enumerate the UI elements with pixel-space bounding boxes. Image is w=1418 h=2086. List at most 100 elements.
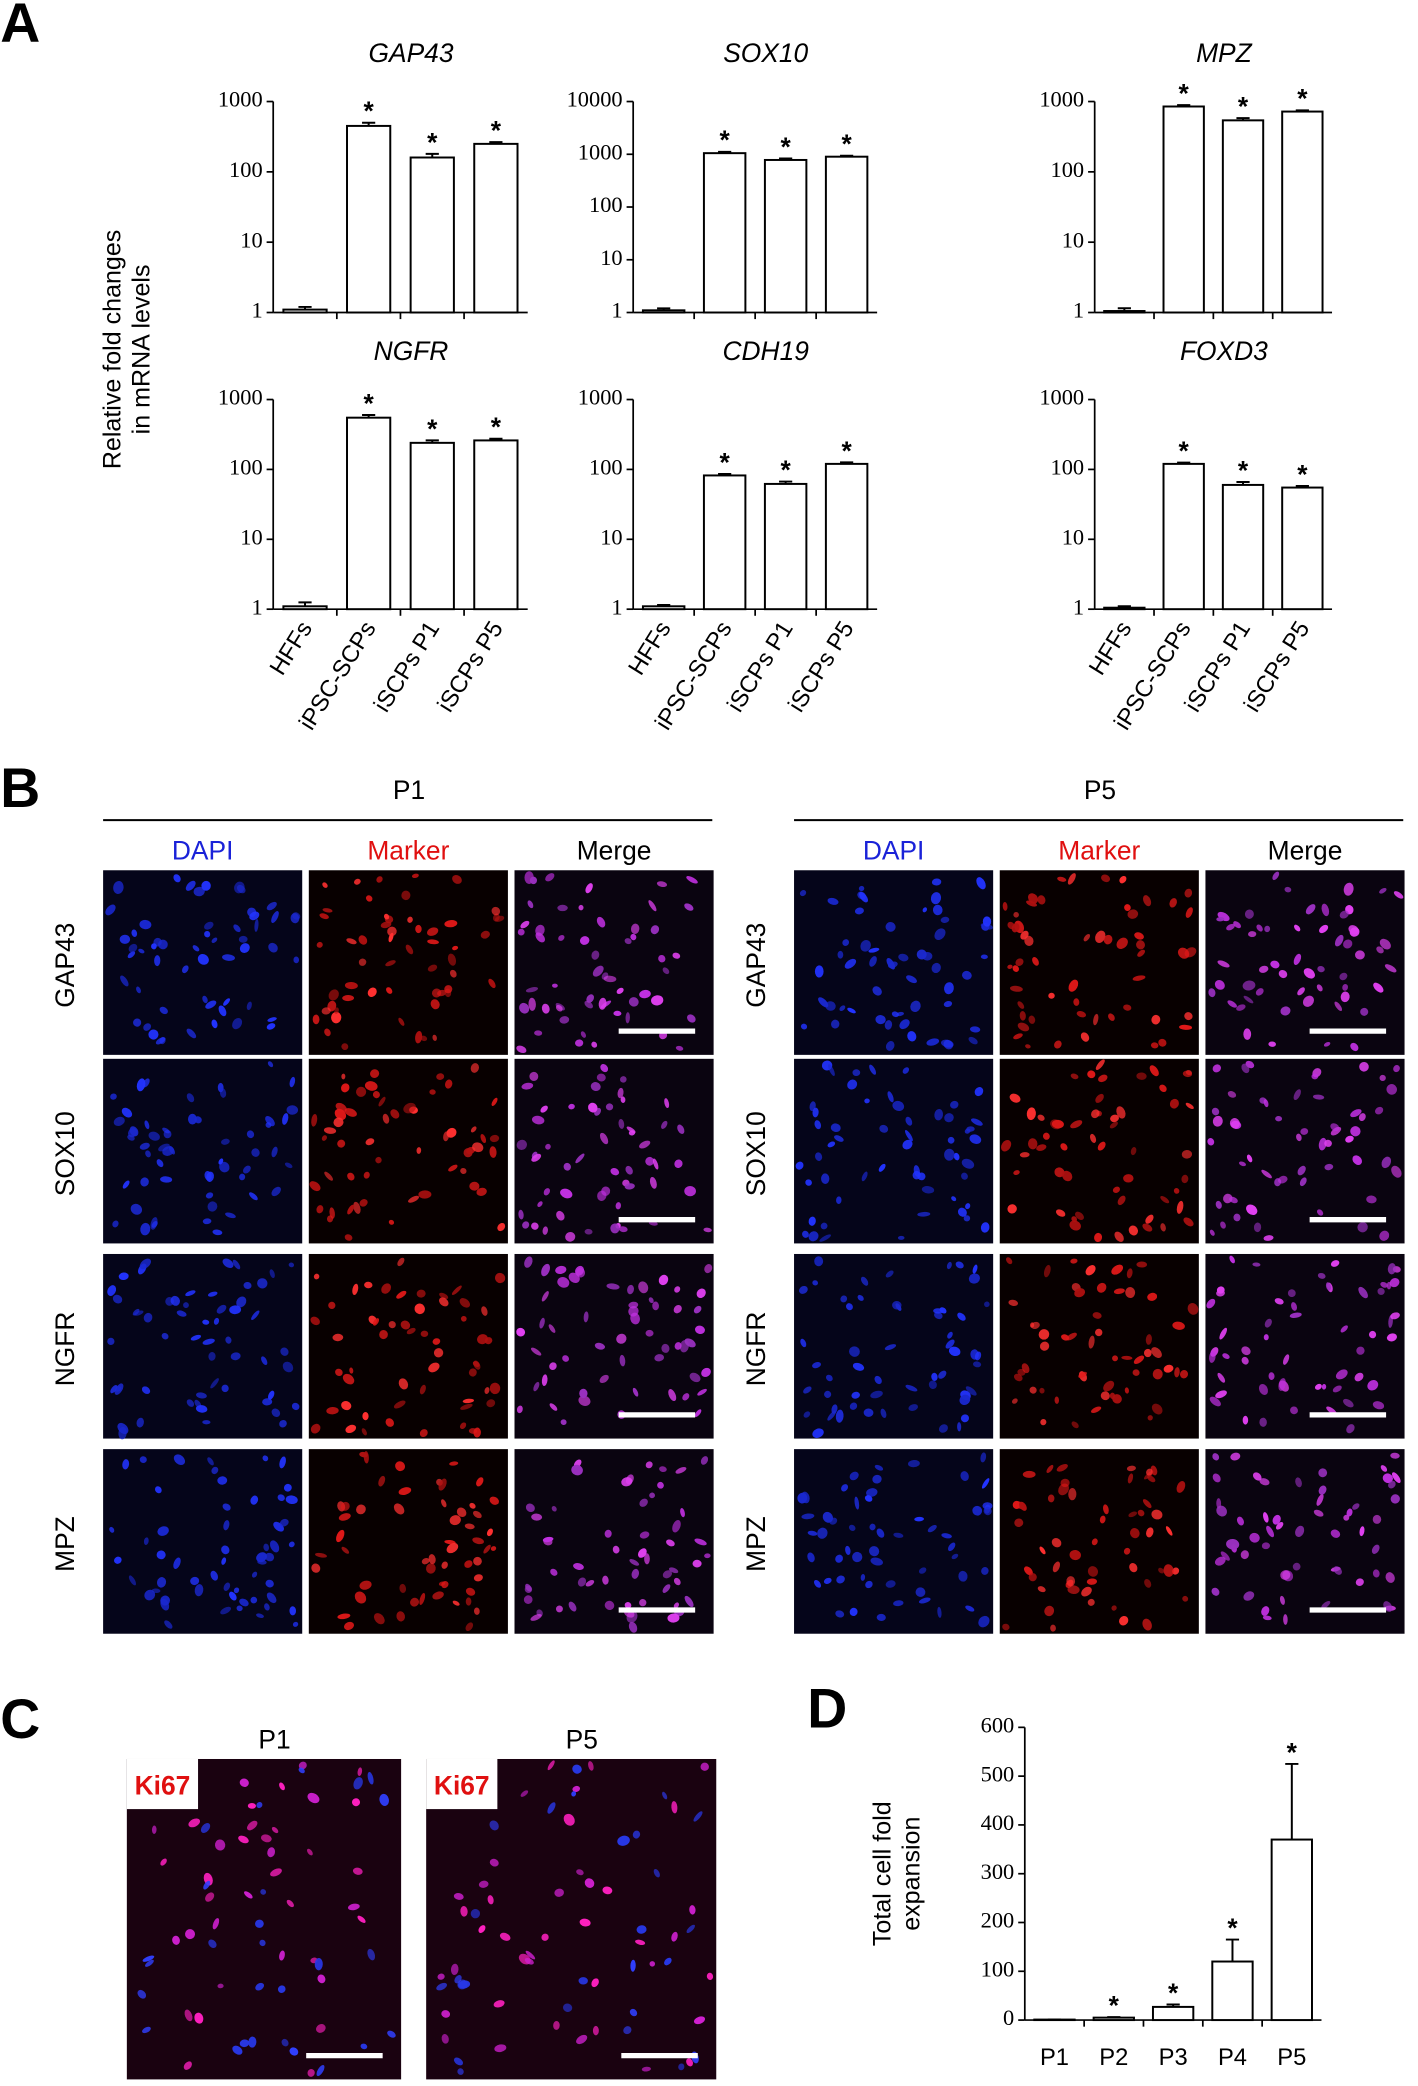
- cell: [489, 1496, 500, 1505]
- cell: [907, 1031, 917, 1042]
- cell: [1015, 958, 1024, 967]
- cell: [1147, 1415, 1153, 1421]
- cell: [1001, 1139, 1012, 1152]
- cell: [210, 1570, 219, 1581]
- cell: [599, 1374, 609, 1384]
- cell: [359, 1580, 372, 1590]
- cell: [1390, 1494, 1400, 1504]
- cell: [694, 1409, 702, 1417]
- cell: [944, 1148, 955, 1161]
- cell: [1330, 1260, 1340, 1267]
- cell: [194, 2012, 204, 2024]
- cell: [298, 1767, 305, 1774]
- cell: [684, 1338, 696, 1348]
- cell: [1318, 1137, 1327, 1151]
- cell: [639, 1531, 650, 1539]
- cell: [1258, 965, 1269, 973]
- cell: [365, 1138, 375, 1146]
- y-tick-label: 100: [981, 1956, 1015, 1981]
- cell: [1136, 940, 1145, 950]
- cell: [922, 907, 928, 913]
- y-tick-label: 1: [251, 298, 262, 323]
- cell: [457, 2068, 464, 2075]
- cell: [420, 1330, 429, 1338]
- cell: [446, 1543, 459, 1554]
- cell: [571, 1464, 583, 1476]
- cell: [645, 1329, 654, 1337]
- cell: [1009, 1093, 1021, 1103]
- micrograph: [1205, 1449, 1405, 1634]
- cell: [1390, 1452, 1400, 1459]
- error-bar: [425, 439, 439, 443]
- cell: [693, 2016, 706, 2025]
- cell: [139, 1142, 150, 1150]
- cell: [266, 1592, 277, 1604]
- cell: [827, 1141, 836, 1148]
- cell: [626, 1126, 636, 1134]
- cell: [1236, 1516, 1244, 1526]
- cell: [795, 1161, 804, 1170]
- cell: [144, 1589, 156, 1601]
- cell: [1092, 1312, 1102, 1319]
- cell: [211, 1019, 218, 1029]
- cell: [1147, 1475, 1156, 1483]
- bar: [346, 416, 392, 611]
- cell: [363, 1171, 370, 1179]
- y-tick-label: 1: [611, 298, 622, 323]
- cell: [682, 1393, 690, 1401]
- cell: [851, 1391, 860, 1399]
- cell: [1393, 891, 1404, 899]
- cell: [885, 1270, 894, 1278]
- cell: [309, 1181, 321, 1192]
- cell: [799, 1285, 808, 1294]
- cell: [613, 1010, 622, 1017]
- cell: [324, 1028, 331, 1037]
- cell: [980, 1452, 987, 1463]
- cell: [1127, 909, 1139, 919]
- y-tick-label: 1000: [1039, 385, 1084, 410]
- cell: [931, 1372, 938, 1381]
- cell: [337, 1139, 346, 1148]
- cell: [1380, 1281, 1388, 1288]
- cell: [1372, 1401, 1385, 1410]
- cell: [1229, 1255, 1235, 1264]
- cell: [1266, 1525, 1275, 1538]
- cell: [127, 951, 136, 959]
- cell: [662, 1570, 673, 1579]
- cell: [1330, 1123, 1340, 1132]
- cell: [458, 1980, 471, 1989]
- cell: [1390, 1312, 1400, 1320]
- cell: [427, 964, 438, 972]
- cell: [324, 1171, 333, 1181]
- cell: [144, 1959, 154, 1967]
- cell: [186, 1028, 197, 1039]
- cell: [1129, 1562, 1138, 1573]
- micrograph: [308, 1253, 508, 1439]
- cell: [1030, 1321, 1040, 1329]
- cell: [892, 1100, 905, 1111]
- cell: [143, 1312, 153, 1323]
- cell: [1293, 953, 1302, 965]
- cell: [114, 1386, 122, 1392]
- cell: [393, 1503, 405, 1515]
- cell: [578, 904, 584, 911]
- cell: [1037, 1114, 1045, 1121]
- cell: [801, 1513, 815, 1520]
- cell: [1071, 1216, 1078, 1223]
- cell: [629, 2008, 638, 2017]
- cell: [1305, 904, 1316, 915]
- cell: [1243, 1591, 1255, 1601]
- cell: [644, 1553, 650, 1565]
- x-tick-label: HFFs: [265, 617, 318, 680]
- cell: [361, 1428, 367, 1436]
- bar: [1211, 1960, 1254, 2022]
- cell: [912, 1170, 921, 1180]
- cell: [480, 1133, 487, 1144]
- cell: [407, 916, 413, 923]
- micrograph: [999, 1058, 1199, 1244]
- cell: [1321, 1600, 1331, 1609]
- cell: [1321, 1384, 1327, 1390]
- cell: [256, 1552, 267, 1563]
- cell: [529, 876, 538, 885]
- chart-title: CDH19: [722, 336, 809, 366]
